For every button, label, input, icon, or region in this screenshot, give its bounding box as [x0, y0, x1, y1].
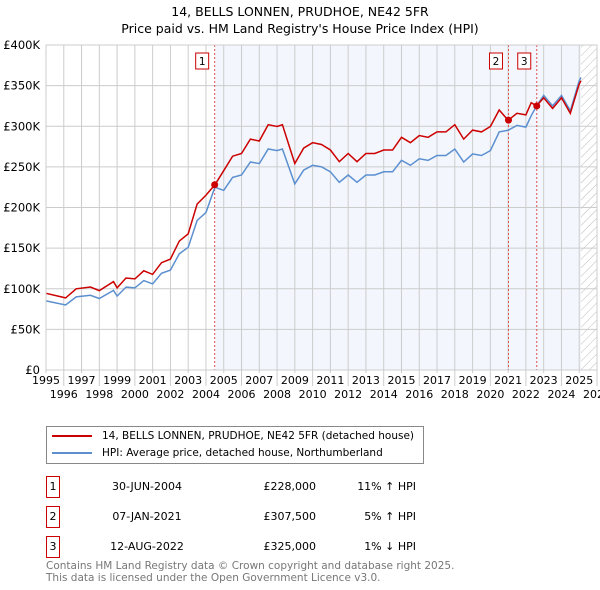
x-tick-label: 2000	[121, 388, 149, 401]
x-tick-label: 2025	[565, 374, 593, 387]
x-tick-label: 2024	[547, 388, 575, 401]
legend: 14, BELLS LONNEN, PRUDHOE, NE42 5FR (det…	[46, 426, 424, 464]
x-tick-label: 2020	[476, 388, 504, 401]
x-tick-label: 2026	[583, 388, 600, 401]
x-tick-label: 2019	[459, 374, 487, 387]
sale-marker-badge: 3	[46, 536, 60, 558]
x-tick-label: 2006	[228, 388, 256, 401]
y-tick-label: £0	[25, 363, 40, 377]
sale-label: 1	[199, 56, 206, 68]
x-tick-label: 2017	[423, 374, 451, 387]
sale-price: £307,500	[263, 510, 317, 523]
x-tick-label: 2011	[316, 374, 344, 387]
legend-blue-line	[52, 452, 92, 454]
plot-border	[45, 44, 598, 371]
x-tick-label: 2013	[352, 374, 380, 387]
sale-hpi-diff: 11% ↑ HPI	[357, 480, 416, 493]
sale-label-box	[517, 52, 532, 70]
y-tick-label: £400K	[3, 38, 40, 52]
sale-row: 3 12-AUG-2022 £325,000 1% ↓ HPI	[46, 536, 496, 558]
sale-date: 07-JAN-2021	[112, 510, 182, 523]
y-tick-label: £50K	[11, 322, 41, 336]
y-tick-label: £300K	[3, 119, 40, 133]
sale-row: 2 07-JAN-2021 £307,500 5% ↑ HPI	[46, 506, 496, 528]
y-tick-label: £250K	[3, 160, 40, 174]
sale-label: 3	[521, 56, 528, 68]
x-tick-label: 1995	[32, 374, 60, 387]
x-tick-label: 1996	[50, 388, 78, 401]
legend-label-hpi: HPI: Average price, detached house, Nort…	[102, 447, 383, 459]
sale-label-box	[488, 52, 503, 70]
sale-date: 30-JUN-2004	[111, 480, 183, 493]
sale-date: 12-AUG-2022	[110, 540, 184, 553]
y-tick-label: £350K	[3, 79, 40, 93]
sale-label-box	[195, 52, 210, 70]
sale-hpi-diff: 1% ↓ HPI	[364, 540, 416, 553]
x-tick-label: 2008	[263, 388, 291, 401]
y-tick-label: £150K	[3, 241, 40, 255]
x-tick-label: 2010	[299, 388, 327, 401]
x-tick-label: 1997	[68, 374, 96, 387]
x-tick-label: 1998	[85, 388, 113, 401]
x-tick-label: 2001	[139, 374, 167, 387]
series-line	[45, 77, 582, 306]
price-chart: 1995199619971998199920002001200220032004…	[3, 38, 600, 401]
sale-price: £228,000	[263, 480, 317, 493]
legend-label-property: 14, BELLS LONNEN, PRUDHOE, NE42 5FR (det…	[102, 430, 415, 442]
x-tick-label: 2018	[441, 388, 469, 401]
chart-subtitle: Price paid vs. HM Land Registry's House …	[121, 21, 479, 36]
sale-point	[504, 116, 512, 124]
x-tick-label: 1999	[103, 374, 131, 387]
sale-hpi-diff: 5% ↑ HPI	[364, 510, 416, 523]
chart-title: 14, BELLS LONNEN, PRUDHOE, NE42 5FR	[171, 4, 429, 19]
sale-point	[211, 181, 219, 189]
x-tick-label: 2007	[245, 374, 273, 387]
footer-copyright: Contains HM Land Registry data © Crown c…	[46, 560, 455, 572]
x-tick-label: 2021	[494, 374, 522, 387]
x-tick-label: 2014	[370, 388, 398, 401]
x-tick-label: 2004	[192, 388, 220, 401]
sale-marker-badge: 2	[46, 506, 60, 528]
x-tick-label: 2012	[334, 388, 362, 401]
x-tick-label: 2005	[210, 374, 238, 387]
x-tick-label: 2009	[281, 374, 309, 387]
legend-red-line	[52, 435, 92, 437]
sale-price: £325,000	[263, 540, 317, 553]
x-tick-label: 2002	[156, 388, 184, 401]
sale-label: 2	[493, 56, 500, 68]
x-tick-label: 2023	[530, 374, 558, 387]
sale-row: 1 30-JUN-2004 £228,000 11% ↑ HPI	[46, 476, 496, 498]
x-tick-label: 2003	[174, 374, 202, 387]
y-tick-label: £200K	[3, 201, 40, 215]
sale-point	[533, 102, 541, 110]
x-tick-label: 2016	[405, 388, 433, 401]
y-tick-label: £100K	[3, 282, 40, 296]
x-tick-label: 2015	[387, 374, 415, 387]
footer-licence: This data is licensed under the Open Gov…	[46, 572, 381, 584]
x-tick-label: 2022	[512, 388, 540, 401]
sale-marker-badge: 1	[46, 476, 60, 498]
